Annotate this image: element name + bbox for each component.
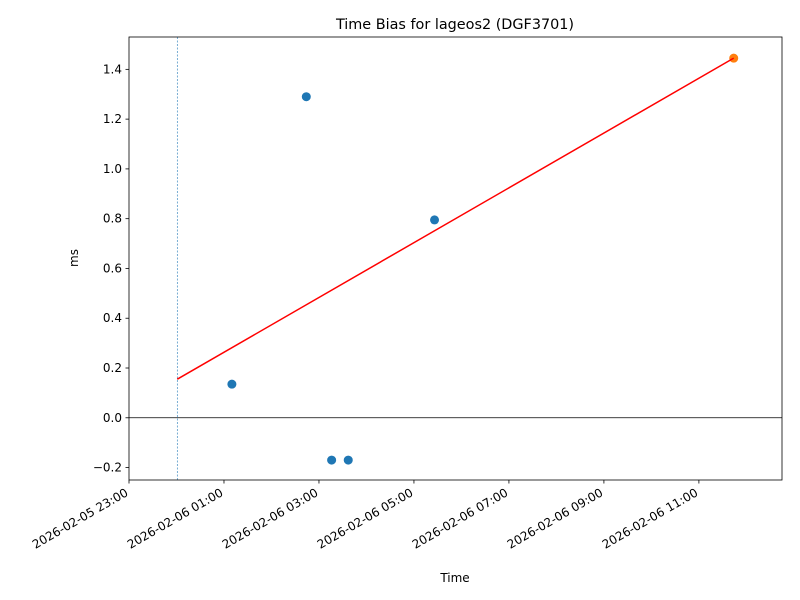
data-point — [301, 92, 311, 102]
x-tick-label: 2026-02-06 11:00 — [600, 485, 701, 551]
x-tick-label: 2026-02-05 23:00 — [30, 485, 131, 551]
x-tick-label: 2026-02-06 07:00 — [410, 485, 511, 551]
fit-line — [176, 57, 735, 380]
plot-frame — [128, 36, 783, 481]
data-point — [343, 455, 353, 465]
y-tick-label: 1.2 — [103, 112, 122, 126]
y-tick-label: 0.4 — [103, 311, 122, 325]
y-axis-label: ms — [67, 249, 81, 267]
x-tick-label: 2026-02-06 09:00 — [505, 485, 606, 551]
y-tick-label: 0.2 — [103, 361, 122, 375]
data-point — [327, 455, 337, 465]
y-tick-label: 0.8 — [103, 212, 122, 226]
data-point — [227, 379, 237, 389]
x-tick-label: 2026-02-06 03:00 — [220, 485, 321, 551]
data-point — [430, 215, 440, 225]
chart-title: Time Bias for lageos2 (DGF3701) — [335, 17, 574, 33]
x-tick-label: 2026-02-06 05:00 — [315, 485, 416, 551]
y-tick-label: 1.0 — [103, 162, 122, 176]
y-tick-label: 0.0 — [103, 411, 122, 425]
y-tick-label: 0.6 — [103, 261, 122, 275]
y-tick-label: 1.4 — [103, 62, 122, 76]
x-axis-label: Time — [439, 571, 469, 585]
y-tick-label: −0.2 — [93, 461, 122, 475]
x-tick-label: 2026-02-06 01:00 — [125, 485, 226, 551]
